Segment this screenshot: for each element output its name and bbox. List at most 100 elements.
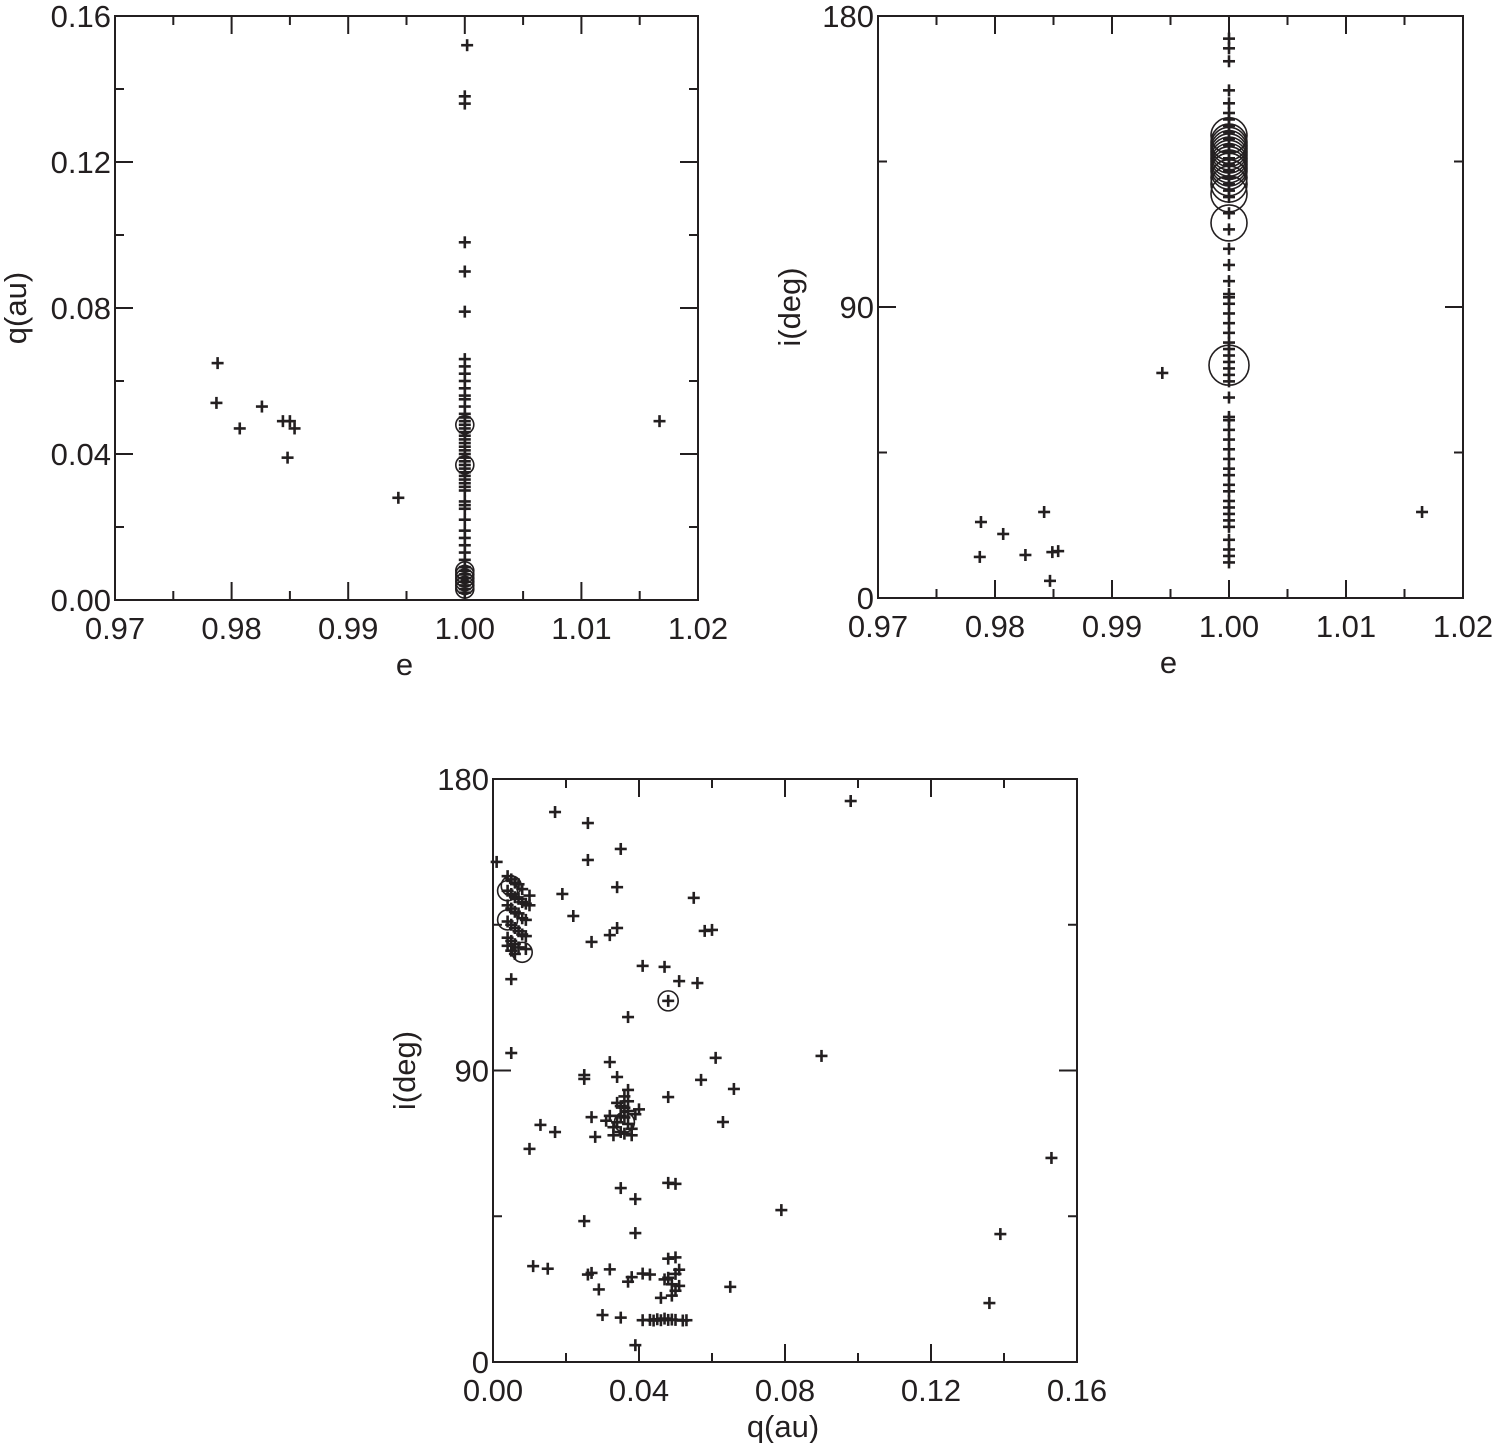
y-axis-title: q(au) bbox=[0, 272, 33, 344]
plus-marker bbox=[633, 1103, 645, 1116]
plus-marker bbox=[614, 842, 627, 855]
y-axis-title: i(deg) bbox=[772, 267, 807, 346]
plus-marker bbox=[527, 1260, 540, 1273]
x-tick-label: 0.97 bbox=[848, 609, 908, 644]
plus-marker bbox=[505, 973, 518, 986]
plus-marker bbox=[523, 899, 536, 912]
plus-marker bbox=[983, 1297, 996, 1310]
x-tick-label: 0.04 bbox=[609, 1373, 669, 1408]
plus-marker bbox=[691, 977, 704, 990]
plus-marker bbox=[662, 994, 675, 1007]
series-circle bbox=[454, 414, 475, 599]
panel-q-vs-i: 0.00 0.04 0.08 0.12 0.16 0 90 180 q(au) i(deg) bbox=[387, 762, 1107, 1443]
y-tick-label: 180 bbox=[437, 762, 489, 797]
plus-marker bbox=[643, 1268, 656, 1281]
plus-marker bbox=[255, 400, 268, 413]
plus-marker bbox=[1045, 1151, 1058, 1164]
plus-marker bbox=[596, 1309, 609, 1322]
plus-marker bbox=[654, 1291, 667, 1304]
plus-marker bbox=[600, 1114, 613, 1127]
plot-frame bbox=[492, 778, 1078, 1363]
y-tick-label: 0.08 bbox=[51, 291, 111, 326]
plus-marker bbox=[658, 960, 671, 973]
plus-marker bbox=[578, 1215, 591, 1228]
plus-marker bbox=[687, 891, 700, 904]
plus-marker bbox=[549, 806, 562, 819]
plus-marker bbox=[458, 236, 471, 249]
plus-marker bbox=[585, 935, 598, 948]
circle-marker bbox=[1210, 204, 1248, 242]
plus-marker bbox=[392, 491, 405, 504]
plus-marker bbox=[607, 1129, 620, 1142]
plus-marker bbox=[973, 550, 986, 563]
plus-marker bbox=[653, 415, 666, 428]
plus-marker bbox=[1223, 242, 1235, 255]
circle-marker bbox=[657, 990, 680, 1012]
plus-marker bbox=[1223, 556, 1235, 569]
plus-marker bbox=[706, 923, 718, 936]
plus-marker bbox=[673, 1263, 686, 1276]
plus-marker bbox=[844, 795, 857, 808]
plot-frame bbox=[877, 15, 1464, 599]
circle-marker bbox=[496, 909, 519, 931]
plus-marker bbox=[614, 1182, 627, 1195]
circle-marker bbox=[613, 1111, 636, 1134]
plus-marker bbox=[994, 1228, 1007, 1241]
circle-marker bbox=[1210, 152, 1248, 190]
plus-marker bbox=[629, 1227, 642, 1240]
plus-marker bbox=[211, 357, 224, 370]
plus-marker bbox=[614, 1311, 627, 1324]
x-tick-label: 1.02 bbox=[1433, 609, 1493, 644]
plus-marker bbox=[549, 1126, 562, 1139]
plus-marker bbox=[281, 451, 294, 464]
plus-marker bbox=[534, 1118, 547, 1131]
plus-marker bbox=[567, 910, 580, 923]
panel-e-vs-i: 0.97 0.98 0.99 1.00 1.01 1.02 0 90 180 e i(deg) bbox=[772, 0, 1493, 680]
plus-marker bbox=[1019, 548, 1032, 561]
plus-marker bbox=[1038, 505, 1051, 518]
plus-marker bbox=[283, 415, 296, 428]
x-tick-label: 0.98 bbox=[201, 611, 261, 646]
x-tick-label: 0.16 bbox=[1047, 1373, 1107, 1408]
plus-marker bbox=[458, 97, 471, 110]
plus-marker bbox=[490, 855, 503, 868]
circle-marker bbox=[511, 941, 534, 964]
plus-marker bbox=[1223, 391, 1235, 404]
plus-marker bbox=[1223, 42, 1235, 55]
y-tick-label: 0 bbox=[472, 1345, 489, 1380]
plus-marker bbox=[1043, 574, 1056, 587]
plus-marker bbox=[1223, 207, 1235, 220]
circle-marker bbox=[1210, 165, 1248, 203]
y-tick-label: 0.12 bbox=[51, 145, 111, 180]
plus-marker bbox=[665, 1278, 678, 1291]
y-axis-title: i(deg) bbox=[387, 1031, 422, 1110]
x-tick-label: 0.99 bbox=[318, 611, 378, 646]
y-tick-label: 180 bbox=[822, 0, 874, 34]
plus-marker bbox=[997, 527, 1010, 540]
plus-marker bbox=[519, 930, 532, 943]
plus-marker bbox=[519, 913, 532, 926]
plus-marker bbox=[665, 1289, 678, 1302]
plus-marker bbox=[618, 1111, 631, 1124]
circle-marker bbox=[454, 455, 475, 475]
plus-marker bbox=[585, 1111, 598, 1124]
plus-marker bbox=[519, 943, 532, 956]
series-circle bbox=[496, 875, 680, 1134]
plus-marker bbox=[709, 1051, 722, 1064]
plus-marker bbox=[622, 1275, 635, 1288]
x-tick-label: 1.00 bbox=[435, 611, 495, 646]
plus-marker bbox=[629, 1193, 642, 1206]
x-tick-label: 1.01 bbox=[551, 611, 611, 646]
x-tick-label: 1.01 bbox=[1316, 609, 1376, 644]
x-tick-label: 0.08 bbox=[755, 1373, 815, 1408]
plus-marker bbox=[541, 1262, 554, 1275]
y-tick-label: 90 bbox=[840, 290, 874, 325]
plus-marker bbox=[636, 959, 649, 972]
panel-e-vs-q: 0.97 0.98 0.99 1.00 1.01 1.02 0.00 0.04 0.08 0.12… bbox=[0, 0, 728, 682]
series-plus bbox=[490, 795, 1058, 1352]
plus-marker bbox=[629, 1339, 642, 1352]
plus-marker bbox=[578, 1072, 591, 1085]
y-tick-label: 0.04 bbox=[51, 437, 111, 472]
plus-marker bbox=[1223, 520, 1235, 533]
